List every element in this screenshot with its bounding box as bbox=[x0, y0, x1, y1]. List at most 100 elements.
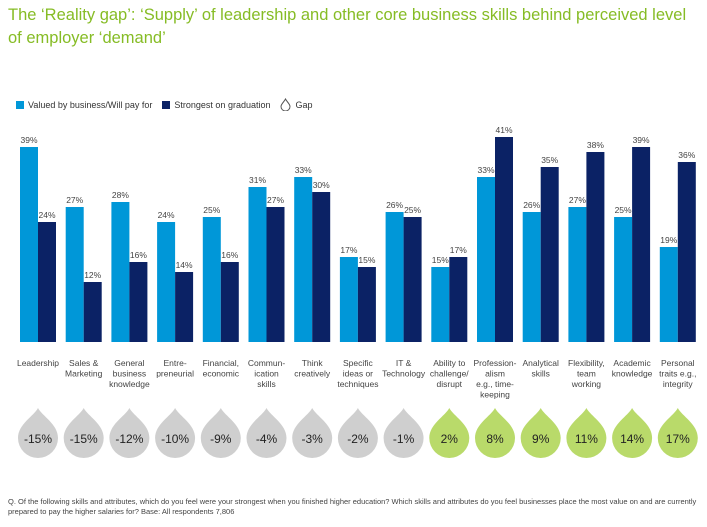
gap-label-6: -3% bbox=[302, 432, 324, 446]
bar-valued-3 bbox=[157, 222, 176, 342]
legend-label-valued: Valued by business/Will pay for bbox=[28, 99, 153, 110]
bar-strongest-1 bbox=[83, 282, 102, 342]
gap-label-2: -12% bbox=[115, 432, 143, 446]
bar-strongest-5 bbox=[266, 207, 285, 342]
data-label-strongest-12: 38% bbox=[587, 140, 604, 150]
data-label-strongest-4: 16% bbox=[221, 250, 238, 260]
data-label-valued-13: 25% bbox=[615, 205, 632, 215]
bar-valued-12 bbox=[568, 207, 587, 342]
category-label-13: Academic knowledge bbox=[612, 358, 653, 379]
category-label-12: Flexibility, team working bbox=[568, 358, 605, 389]
bar-strongest-3 bbox=[175, 272, 194, 342]
gap-label-13: 14% bbox=[620, 432, 644, 446]
data-label-valued-14: 19% bbox=[660, 235, 677, 245]
data-label-valued-8: 26% bbox=[386, 200, 403, 210]
bar-strongest-2 bbox=[129, 262, 148, 342]
gap-label-7: -2% bbox=[347, 432, 369, 446]
gap-label-4: -9% bbox=[210, 432, 232, 446]
gap-drop-3 bbox=[155, 408, 196, 458]
data-label-valued-11: 26% bbox=[523, 200, 540, 210]
data-label-strongest-0: 24% bbox=[38, 210, 55, 220]
legend-label-gap: Gap bbox=[295, 99, 313, 110]
gap-label-9: 2% bbox=[441, 432, 459, 446]
gap-drop-12 bbox=[566, 408, 607, 458]
legend-item-gap: Gap bbox=[280, 98, 313, 111]
bar-valued-14 bbox=[659, 247, 678, 342]
data-label-valued-1: 27% bbox=[66, 195, 83, 205]
category-label-9: Ability to challenge/disrupt bbox=[430, 358, 469, 389]
bar-valued-1 bbox=[65, 207, 84, 342]
gap-label-11: 9% bbox=[532, 432, 550, 446]
bar-valued-4 bbox=[202, 217, 221, 342]
category-label-10: Profession-alism e.g., time-keeping bbox=[474, 358, 517, 400]
category-label-4: Financial, economic bbox=[203, 358, 240, 379]
data-label-valued-9: 15% bbox=[432, 255, 449, 265]
bar-valued-5 bbox=[248, 187, 267, 342]
bar-valued-0 bbox=[20, 147, 38, 342]
bar-valued-10 bbox=[477, 177, 495, 342]
data-label-strongest-13: 39% bbox=[633, 135, 650, 145]
data-label-strongest-11: 35% bbox=[541, 155, 558, 165]
category-label-5: Commun-ication skills bbox=[248, 358, 285, 389]
gap-drop-1 bbox=[63, 408, 104, 458]
data-label-valued-10: 33% bbox=[477, 165, 494, 175]
data-label-strongest-2: 16% bbox=[130, 250, 147, 260]
bar-strongest-14 bbox=[677, 162, 696, 342]
bar-valued-9 bbox=[431, 267, 450, 342]
gap-drop-7 bbox=[337, 408, 378, 458]
gap-drop-14 bbox=[657, 408, 698, 458]
bar-strongest-12 bbox=[586, 152, 605, 342]
gap-drop-icon bbox=[280, 98, 291, 111]
data-label-strongest-6: 30% bbox=[313, 180, 330, 190]
gap-label-1: -15% bbox=[70, 432, 98, 446]
gap-drop-5 bbox=[246, 408, 287, 458]
bar-valued-11 bbox=[522, 212, 541, 342]
data-label-strongest-7: 15% bbox=[358, 255, 375, 265]
footnote: Q. Of the following skills and attribute… bbox=[8, 497, 697, 516]
category-label-14: Personal traits e.g., integrity bbox=[659, 358, 696, 389]
gap-drop-13 bbox=[612, 408, 653, 458]
data-label-strongest-3: 14% bbox=[176, 260, 193, 270]
category-label-6: Think creatively bbox=[294, 358, 331, 379]
data-label-strongest-1: 12% bbox=[84, 270, 101, 280]
category-label-11: Analytical skills bbox=[523, 358, 559, 379]
bar-strongest-4 bbox=[220, 262, 239, 342]
legend: Valued by business/Will pay for Stronges… bbox=[16, 98, 323, 111]
data-label-strongest-8: 25% bbox=[404, 205, 421, 215]
data-label-valued-2: 28% bbox=[112, 190, 129, 200]
bar-valued-7 bbox=[339, 257, 358, 342]
gap-drop-11 bbox=[520, 408, 561, 458]
gap-drop-4 bbox=[200, 408, 241, 458]
data-label-strongest-10: 41% bbox=[495, 125, 512, 135]
bar-valued-8 bbox=[385, 212, 404, 342]
data-label-valued-6: 33% bbox=[295, 165, 312, 175]
gap-drop-8 bbox=[383, 408, 424, 458]
bar-strongest-11 bbox=[540, 167, 559, 342]
data-label-valued-4: 25% bbox=[203, 205, 220, 215]
bar-strongest-6 bbox=[312, 192, 331, 342]
category-label-2: General business knowledge bbox=[109, 358, 150, 389]
legend-item-strongest: Strongest on graduation bbox=[162, 100, 270, 110]
gap-label-14: 17% bbox=[666, 432, 690, 446]
bar-strongest-7 bbox=[357, 267, 376, 342]
gap-drop-2 bbox=[109, 408, 150, 458]
legend-label-strongest: Strongest on graduation bbox=[174, 99, 271, 110]
legend-item-valued: Valued by business/Will pay for bbox=[16, 100, 152, 110]
gap-label-5: -4% bbox=[256, 432, 278, 446]
bar-valued-13 bbox=[614, 217, 633, 342]
legend-swatch-strongest bbox=[162, 100, 171, 109]
gap-label-10: 8% bbox=[486, 432, 504, 446]
chart-title: The ‘Reality gap’: ‘Supply’ of leadershi… bbox=[8, 6, 687, 47]
category-label-3: Entre-preneurial bbox=[156, 358, 194, 379]
data-label-strongest-9: 17% bbox=[450, 245, 467, 255]
gap-drop-10 bbox=[475, 408, 515, 458]
data-label-valued-7: 17% bbox=[340, 245, 357, 255]
legend-swatch-valued bbox=[16, 100, 24, 109]
category-label-1: Sales & Marketing bbox=[65, 358, 103, 379]
bar-chart: 39% 24% Leadership -15% 27% 12% Sales & Marketi… bbox=[17, 125, 698, 458]
bar-strongest-9 bbox=[449, 257, 468, 342]
data-label-strongest-5: 27% bbox=[267, 195, 284, 205]
bar-valued-6 bbox=[294, 177, 313, 342]
data-label-valued-3: 24% bbox=[158, 210, 175, 220]
data-label-strongest-14: 36% bbox=[678, 150, 695, 160]
